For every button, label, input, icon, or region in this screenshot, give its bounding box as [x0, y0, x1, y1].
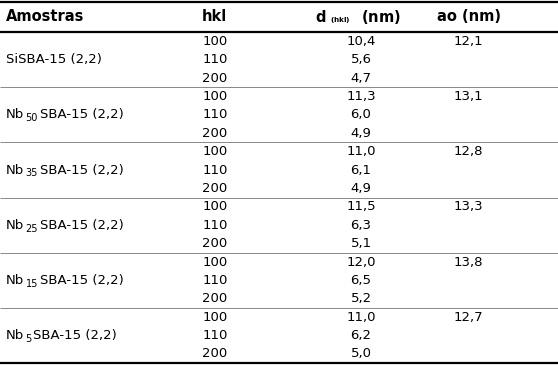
Text: Nb: Nb — [6, 219, 24, 232]
Text: 35: 35 — [26, 168, 38, 178]
Text: 11,0: 11,0 — [347, 145, 376, 158]
Text: 110: 110 — [202, 53, 228, 66]
Text: 13,1: 13,1 — [454, 90, 484, 103]
Text: 110: 110 — [202, 219, 228, 232]
Text: 100: 100 — [202, 255, 228, 269]
Text: 6,1: 6,1 — [350, 164, 372, 177]
Text: 5,0: 5,0 — [350, 347, 372, 361]
Text: Nb: Nb — [6, 164, 24, 177]
Text: 12,7: 12,7 — [454, 311, 484, 324]
Text: 5: 5 — [26, 334, 32, 344]
Text: Amostras: Amostras — [6, 9, 84, 24]
Text: $\mathbf{_{(hkl)}}$: $\mathbf{_{(hkl)}}$ — [330, 16, 351, 26]
Text: SBA-15 (2,2): SBA-15 (2,2) — [40, 108, 124, 122]
Text: 100: 100 — [202, 145, 228, 158]
Text: 4,7: 4,7 — [350, 72, 372, 85]
Text: 200: 200 — [202, 237, 228, 250]
Text: ao (nm): ao (nm) — [437, 9, 501, 24]
Text: 200: 200 — [202, 292, 228, 305]
Text: hkl: hkl — [202, 9, 228, 24]
Text: 200: 200 — [202, 127, 228, 140]
Text: 110: 110 — [202, 329, 228, 342]
Text: 110: 110 — [202, 164, 228, 177]
Text: 6,2: 6,2 — [350, 329, 372, 342]
Text: 50: 50 — [26, 113, 38, 123]
Text: 6,3: 6,3 — [350, 219, 372, 232]
Text: Nb: Nb — [6, 329, 24, 342]
Text: Nb: Nb — [6, 274, 24, 287]
Text: SBA-15 (2,2): SBA-15 (2,2) — [40, 164, 124, 177]
Text: $\mathbf{d}$: $\mathbf{d}$ — [315, 9, 326, 25]
Text: 200: 200 — [202, 182, 228, 195]
Text: 200: 200 — [202, 72, 228, 85]
Text: SiSBA-15 (2,2): SiSBA-15 (2,2) — [6, 53, 102, 66]
Text: 100: 100 — [202, 311, 228, 324]
Text: 13,8: 13,8 — [454, 255, 483, 269]
Text: 11,3: 11,3 — [346, 90, 376, 103]
Text: SBA-15 (2,2): SBA-15 (2,2) — [33, 329, 117, 342]
Text: 25: 25 — [26, 223, 38, 234]
Text: 5,6: 5,6 — [350, 53, 372, 66]
Text: 12,0: 12,0 — [347, 255, 376, 269]
Text: 11,5: 11,5 — [346, 200, 376, 214]
Text: 5,1: 5,1 — [350, 237, 372, 250]
Text: 4,9: 4,9 — [350, 127, 372, 140]
Text: 13,3: 13,3 — [454, 200, 484, 214]
Text: 11,0: 11,0 — [347, 311, 376, 324]
Text: Nb: Nb — [6, 108, 24, 122]
Text: 110: 110 — [202, 274, 228, 287]
Text: 12,1: 12,1 — [454, 35, 484, 48]
Text: SBA-15 (2,2): SBA-15 (2,2) — [40, 274, 124, 287]
Text: 100: 100 — [202, 90, 228, 103]
Text: $\mathbf{(nm)}$: $\mathbf{(nm)}$ — [361, 8, 401, 26]
Text: 110: 110 — [202, 108, 228, 122]
Text: 12,8: 12,8 — [454, 145, 483, 158]
Text: 10,4: 10,4 — [347, 35, 376, 48]
Text: 6,5: 6,5 — [350, 274, 372, 287]
Text: 15: 15 — [26, 279, 38, 289]
Text: 100: 100 — [202, 200, 228, 214]
Text: 5,2: 5,2 — [350, 292, 372, 305]
Text: 6,0: 6,0 — [350, 108, 372, 122]
Text: 4,9: 4,9 — [350, 182, 372, 195]
Text: 100: 100 — [202, 35, 228, 48]
Text: 200: 200 — [202, 347, 228, 361]
Text: SBA-15 (2,2): SBA-15 (2,2) — [40, 219, 124, 232]
